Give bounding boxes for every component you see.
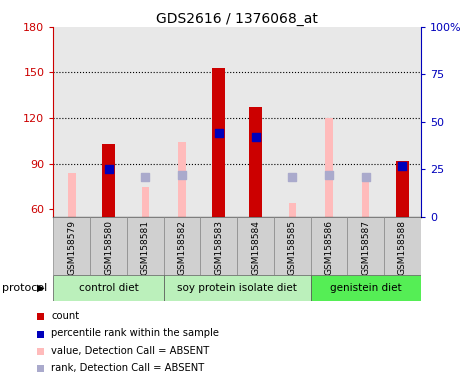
Bar [68,173,75,217]
Text: ▶: ▶ [37,283,44,293]
Bar [396,161,409,217]
Bar [237,217,274,275]
Bar [311,217,347,275]
Bar [347,217,384,275]
Bar [53,217,90,275]
Text: count: count [51,311,79,321]
Point [362,174,369,180]
Bar [249,108,262,217]
Bar [127,217,164,275]
Point [252,134,259,140]
Bar [274,217,311,275]
Text: GSM158582: GSM158582 [178,220,186,275]
Text: GSM158580: GSM158580 [104,220,113,275]
Bar [142,187,149,217]
Bar [362,179,369,217]
Title: GDS2616 / 1376068_at: GDS2616 / 1376068_at [156,12,318,26]
Point [288,174,296,180]
Point [215,130,222,136]
Text: GSM158588: GSM158588 [398,220,407,275]
Bar [326,118,332,217]
Bar [164,217,200,275]
Text: GSM158584: GSM158584 [251,220,260,275]
Text: genistein diet: genistein diet [330,283,402,293]
Point [141,174,149,180]
Text: GSM158579: GSM158579 [67,220,76,275]
Text: control diet: control diet [79,283,139,293]
Bar [311,275,421,301]
Bar [90,217,127,275]
Text: GSM158585: GSM158585 [288,220,297,275]
Point [399,162,406,169]
Point [326,172,333,178]
Bar [179,142,186,217]
Bar [102,144,115,217]
Text: value, Detection Call = ABSENT: value, Detection Call = ABSENT [51,346,209,356]
Text: GSM158581: GSM158581 [141,220,150,275]
Point [105,166,113,172]
Text: percentile rank within the sample: percentile rank within the sample [51,328,219,338]
Text: protocol: protocol [2,283,47,293]
Text: GSM158583: GSM158583 [214,220,223,275]
Bar [164,275,311,301]
Bar [200,217,237,275]
Bar [289,203,296,217]
Bar [384,217,421,275]
Text: GSM158587: GSM158587 [361,220,370,275]
Point [178,172,186,178]
Text: soy protein isolate diet: soy protein isolate diet [177,283,297,293]
Bar [53,275,164,301]
Text: GSM158586: GSM158586 [325,220,333,275]
Text: rank, Detection Call = ABSENT: rank, Detection Call = ABSENT [51,363,205,373]
Bar [213,68,225,217]
